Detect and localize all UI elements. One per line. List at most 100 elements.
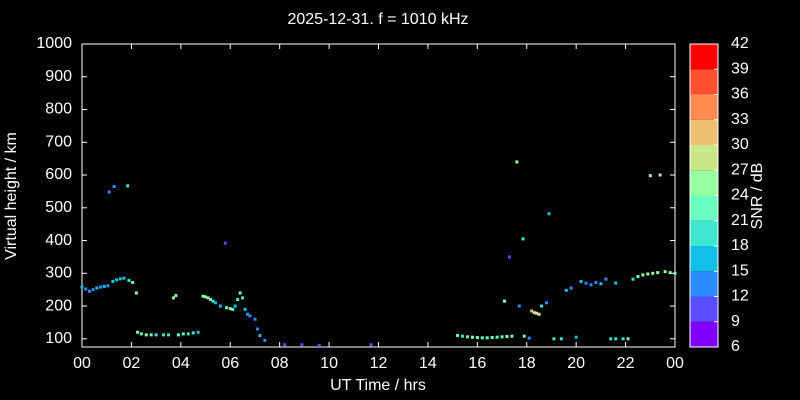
data-point (648, 174, 652, 178)
data-point (651, 271, 655, 275)
data-point (631, 277, 635, 281)
data-point (208, 298, 212, 302)
colorbar-band (690, 170, 718, 196)
data-point (559, 337, 563, 341)
x-tick-label: 06 (221, 355, 239, 372)
data-point (176, 333, 180, 337)
colorbar-tick-label: 42 (731, 35, 749, 52)
data-point (246, 312, 250, 316)
data-point (95, 286, 99, 290)
colorbar-tick-label: 21 (731, 212, 749, 229)
data-point (111, 279, 115, 283)
data-point (317, 343, 321, 347)
data-point (604, 277, 608, 281)
data-point (253, 317, 257, 321)
data-point (521, 237, 525, 241)
x-tick-label: 02 (123, 355, 141, 372)
data-point (201, 294, 205, 298)
data-point (127, 279, 131, 283)
data-point (206, 296, 210, 300)
data-point (255, 327, 259, 331)
data-point (283, 343, 287, 347)
data-point (668, 271, 672, 275)
colorbar-tick-label: 15 (731, 262, 749, 279)
data-point (658, 173, 662, 177)
data-point (614, 337, 618, 341)
data-point (91, 288, 95, 292)
data-point (535, 311, 539, 315)
data-point (241, 296, 245, 300)
x-tick-label: 00 (666, 355, 684, 372)
data-point (228, 307, 232, 311)
y-tick-label: 400 (45, 232, 72, 249)
data-point (99, 285, 103, 289)
data-point (225, 306, 229, 310)
data-point (594, 280, 598, 284)
colorbar-band (690, 220, 718, 246)
data-point (204, 295, 208, 299)
data-point (139, 332, 143, 336)
colorbar-tick-label: 39 (731, 60, 749, 77)
data-point (495, 335, 499, 339)
colorbar-tick-label: 12 (731, 288, 749, 305)
colorbar-label: SNR / dB (749, 163, 766, 230)
data-point (80, 285, 84, 289)
colorbar-band (690, 195, 718, 221)
colorbar-band (690, 145, 718, 171)
x-tick-label: 12 (370, 355, 388, 372)
data-point (102, 284, 106, 288)
x-tick-label: 08 (271, 355, 289, 372)
data-point (258, 334, 262, 338)
data-point (614, 281, 618, 285)
data-point (231, 307, 235, 311)
x-tick-label: 18 (518, 355, 536, 372)
x-tick-label: 04 (172, 355, 190, 372)
data-point (540, 304, 544, 308)
data-point (106, 284, 110, 288)
data-point (131, 280, 135, 284)
data-point (503, 299, 507, 303)
data-point (174, 294, 178, 298)
colorbar-tick-label: 18 (731, 237, 749, 254)
y-tick-label: 100 (45, 330, 72, 347)
data-point (115, 278, 119, 282)
data-point (530, 309, 534, 313)
x-tick-label: 10 (320, 355, 338, 372)
data-point (144, 333, 148, 337)
data-point (154, 333, 158, 337)
data-point (248, 314, 252, 318)
plot-frame (81, 43, 676, 348)
data-point (656, 271, 660, 275)
data-point (505, 335, 509, 339)
data-point (537, 312, 541, 316)
data-point (599, 282, 603, 286)
chart-title: 2025-12-31. f = 1010 kHz (287, 11, 468, 28)
data-point (510, 334, 514, 338)
data-point (166, 333, 170, 337)
data-point (456, 334, 460, 338)
colorbar-band (690, 321, 718, 347)
colorbar-tick-label: 36 (731, 86, 749, 103)
data-point (213, 301, 217, 305)
data-point (500, 335, 504, 339)
data-point (515, 160, 519, 164)
data-point (134, 291, 138, 295)
data-point (480, 336, 484, 340)
colorbar-band (690, 296, 718, 322)
data-point (263, 338, 267, 342)
colorbar-band (690, 94, 718, 120)
y-tick-label: 800 (45, 101, 72, 118)
data-point (636, 275, 640, 279)
data-point (589, 283, 593, 287)
y-tick-label: 1000 (36, 35, 72, 52)
data-point (118, 277, 122, 281)
colorbar-band (690, 271, 718, 297)
data-point (673, 271, 677, 275)
data-point (621, 337, 625, 341)
data-point (545, 301, 549, 305)
colorbar-band (690, 119, 718, 145)
data-point (196, 330, 200, 334)
y-tick-label: 500 (45, 199, 72, 216)
data-point (112, 184, 116, 188)
